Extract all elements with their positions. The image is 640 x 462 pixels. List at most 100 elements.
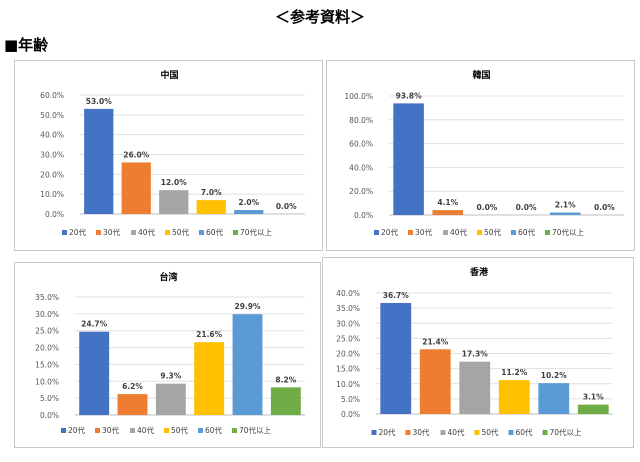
data-label: 0.0% bbox=[477, 203, 498, 212]
legend-swatch bbox=[130, 428, 135, 433]
data-label: 24.7% bbox=[81, 320, 108, 329]
legend-swatch bbox=[405, 430, 411, 435]
y-tick-label: 40.0% bbox=[336, 289, 360, 298]
chart-title: 香港 bbox=[469, 266, 489, 278]
legend-swatch bbox=[542, 430, 548, 435]
y-tick-label: 0.0% bbox=[40, 411, 59, 420]
data-label: 7.0% bbox=[201, 188, 222, 197]
legend-swatch bbox=[545, 230, 550, 235]
bar-5 bbox=[232, 314, 263, 415]
chart-panel-china: 中国 0.0% 10.0% 20.0% 30.0% 40.0% 50.0% 60.0% 53.0… bbox=[14, 60, 323, 251]
legend-swatch bbox=[62, 230, 67, 235]
data-label: 0.0% bbox=[276, 202, 297, 211]
y-tick-label: 35.0% bbox=[35, 293, 59, 302]
bar-3 bbox=[159, 190, 189, 214]
chart-title: 韓国 bbox=[472, 69, 490, 81]
y-tick-label: 20.0% bbox=[40, 170, 64, 179]
legend-label: 40代 bbox=[450, 227, 468, 237]
data-label: 6.2% bbox=[122, 382, 143, 391]
legend-swatch bbox=[198, 428, 203, 433]
legend-label: 30代 bbox=[103, 227, 121, 237]
legend-label: 60代 bbox=[516, 427, 534, 437]
legend-swatch bbox=[232, 428, 237, 433]
bar-2 bbox=[432, 210, 464, 215]
legend-label: 30代 bbox=[102, 425, 120, 435]
data-label: 0.0% bbox=[516, 203, 537, 212]
section-title-age: ■年齢 bbox=[4, 36, 49, 54]
legend-label: 50代 bbox=[484, 227, 502, 237]
legend-swatch bbox=[131, 230, 136, 235]
legend-swatch bbox=[96, 230, 101, 235]
legend-swatch bbox=[508, 430, 514, 435]
bar-chart-korea: 韓国 0.0% 20.0% 40.0% 60.0% 80.0% 100.0% 93.8% 4.1… bbox=[344, 69, 624, 237]
y-tick-label: 60.0% bbox=[349, 140, 373, 149]
legend-label: 30代 bbox=[415, 227, 433, 237]
data-label: 10.2% bbox=[541, 371, 568, 380]
legend-swatch bbox=[95, 428, 100, 433]
chart-panel-taiwan: 台湾 0.0% 5.0% 10.0% 15.0% 20.0% 25.0% 30.0% 35.0%… bbox=[14, 262, 321, 448]
y-tick-label: 30.0% bbox=[336, 319, 360, 328]
bar-1 bbox=[84, 108, 114, 214]
data-label: 36.7% bbox=[383, 291, 410, 300]
legend-swatch bbox=[164, 428, 169, 433]
bar-4 bbox=[196, 200, 226, 214]
bar-chart-taiwan: 台湾 0.0% 5.0% 10.0% 15.0% 20.0% 25.0% 30.0% 35.0%… bbox=[35, 271, 305, 435]
legend-label: 70代以上 bbox=[552, 227, 585, 237]
y-tick-label: 15.0% bbox=[35, 360, 59, 369]
y-tick-label: 25.0% bbox=[336, 334, 360, 343]
legend-label: 60代 bbox=[518, 227, 536, 237]
legend-label: 70代以上 bbox=[240, 227, 273, 237]
legend-label: 20代 bbox=[379, 427, 397, 437]
bar-1 bbox=[380, 302, 412, 414]
legend-label: 20代 bbox=[69, 227, 87, 237]
data-label: 17.3% bbox=[462, 350, 489, 359]
data-label: 9.3% bbox=[160, 372, 181, 381]
bar-chart-china: 中国 0.0% 10.0% 20.0% 30.0% 40.0% 50.0% 60.0% 53.0… bbox=[40, 69, 305, 237]
y-tick-label: 40.0% bbox=[349, 163, 373, 172]
legend-label: 70代以上 bbox=[239, 425, 272, 435]
legend-label: 50代 bbox=[482, 427, 500, 437]
y-tick-label: 50.0% bbox=[40, 111, 64, 120]
bar-1 bbox=[79, 331, 110, 415]
data-label: 11.2% bbox=[501, 368, 528, 377]
legend-swatch bbox=[371, 430, 377, 435]
y-tick-label: 30.0% bbox=[40, 151, 64, 160]
y-tick-label: 30.0% bbox=[35, 310, 59, 319]
legend-label: 20代 bbox=[381, 227, 399, 237]
bar-1 bbox=[393, 103, 424, 215]
y-tick-label: 0.0% bbox=[354, 211, 373, 220]
y-tick-label: 5.0% bbox=[40, 394, 59, 403]
y-tick-label: 10.0% bbox=[40, 190, 64, 199]
legend-swatch bbox=[408, 230, 413, 235]
legend-label: 70代以上 bbox=[550, 427, 583, 437]
legend-label: 60代 bbox=[205, 425, 223, 435]
legend-label: 30代 bbox=[413, 427, 431, 437]
y-tick-label: 5.0% bbox=[341, 395, 360, 404]
data-label: 12.0% bbox=[161, 178, 188, 187]
bar-4 bbox=[194, 342, 225, 415]
legend-label: 50代 bbox=[172, 227, 190, 237]
legend-swatch bbox=[199, 230, 204, 235]
chart-title: 中国 bbox=[160, 69, 178, 81]
data-label: 29.9% bbox=[234, 302, 261, 311]
bar-2 bbox=[121, 162, 151, 214]
y-tick-label: 10.0% bbox=[336, 380, 360, 389]
legend-swatch bbox=[474, 430, 480, 435]
bar-2 bbox=[117, 394, 148, 415]
bar-chart-hongkong: 香港 0.0% 5.0% 10.0% 15.0% 20.0% 25.0% 30.0% 35.0%… bbox=[336, 266, 613, 437]
data-label: 26.0% bbox=[123, 150, 150, 159]
legend-label: 40代 bbox=[137, 425, 155, 435]
chart-title: 台湾 bbox=[159, 271, 177, 283]
data-label: 93.8% bbox=[396, 91, 423, 100]
legend-label: 40代 bbox=[448, 427, 466, 437]
y-tick-label: 10.0% bbox=[35, 377, 59, 386]
legend-swatch bbox=[477, 230, 482, 235]
data-label: 2.1% bbox=[555, 201, 576, 210]
y-tick-label: 0.0% bbox=[45, 210, 64, 219]
bar-6 bbox=[270, 387, 301, 415]
y-tick-label: 20.0% bbox=[349, 187, 373, 196]
y-tick-label: 35.0% bbox=[336, 304, 360, 313]
legend-swatch bbox=[440, 430, 446, 435]
legend-swatch bbox=[443, 230, 448, 235]
bar-3 bbox=[459, 361, 491, 414]
